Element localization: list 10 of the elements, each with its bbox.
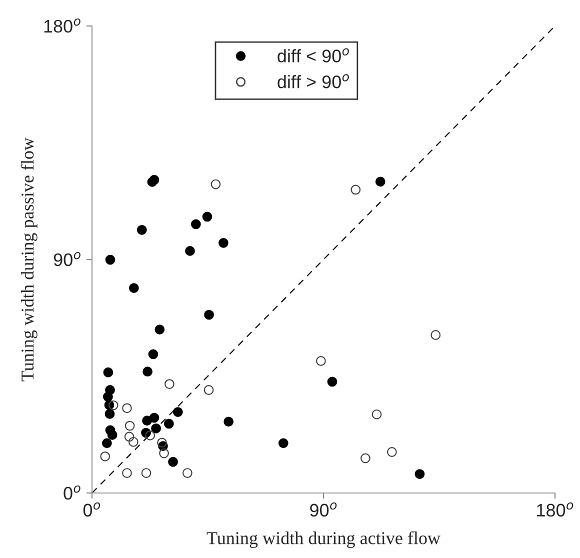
y-tick-label: 90$^{o}$	[54, 252, 80, 266]
legend-label: diff < 90$^{o}$	[278, 48, 349, 62]
x-tick-label: 180$^{o}$	[537, 502, 574, 517]
legend-label: diff > 90$^{o}$	[278, 74, 349, 88]
x-tick-label: 0$^{o}$	[83, 502, 100, 517]
y-tick-label: 180$^{o}$	[44, 18, 80, 33]
x-tick-label: 90$^{o}$	[310, 502, 337, 517]
x-axis-title: Tuning width during active flow	[206, 531, 440, 548]
y-tick-label: 0$^{o}$	[64, 485, 80, 500]
y-axis-title: Tuning width during passive flow	[20, 138, 38, 382]
